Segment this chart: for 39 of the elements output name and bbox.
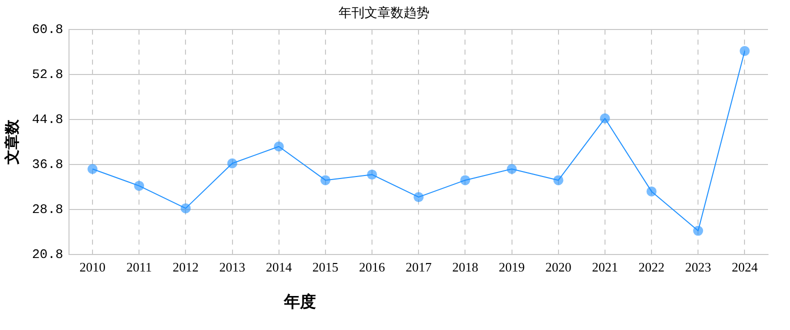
x-tick-label: 2017 [406, 260, 432, 275]
point [693, 226, 704, 236]
x-tick-label: 2010 [80, 260, 106, 275]
x-tick-label: 2020 [545, 260, 572, 275]
x-tick-label: 2012 [172, 260, 199, 275]
point [320, 175, 330, 186]
x-axis-title: 年度 [282, 292, 316, 312]
x-tick-label: 2019 [498, 260, 525, 275]
x-tick-label: 2022 [638, 260, 665, 275]
point [553, 175, 564, 186]
x-tick-label: 2011 [126, 260, 152, 275]
x-tick-label: 2015 [312, 260, 338, 275]
y-axis-title: 文章数 [2, 118, 21, 166]
point [227, 158, 238, 168]
x-tick-label: 2023 [685, 260, 712, 275]
point [367, 170, 378, 180]
x-tick-label: 2024 [732, 260, 758, 275]
y-tick-label: 36.8 [32, 156, 64, 172]
x-tick-label: 2014 [266, 260, 292, 275]
y-tick-label: 44.8 [32, 112, 64, 127]
point [414, 192, 424, 202]
x-tick-label: 2016 [359, 260, 386, 275]
x-tick-label: 2013 [219, 260, 246, 275]
point [460, 175, 470, 186]
y-tick-label: 52.8 [32, 66, 64, 82]
chart-title: 年刊文章数趋势 [338, 5, 430, 20]
point [88, 164, 98, 174]
y-tick-label: 20.8 [32, 246, 64, 262]
x-tick-label: 2021 [592, 260, 618, 275]
point [506, 164, 517, 174]
point [740, 46, 750, 56]
point [134, 180, 144, 191]
point [274, 141, 284, 152]
y-tick-label: 28.8 [32, 202, 64, 217]
y-tick-label: 60.8 [32, 22, 64, 38]
point [600, 113, 610, 124]
point [646, 186, 657, 196]
point [180, 203, 191, 214]
x-tick-label: 2018 [452, 260, 478, 275]
